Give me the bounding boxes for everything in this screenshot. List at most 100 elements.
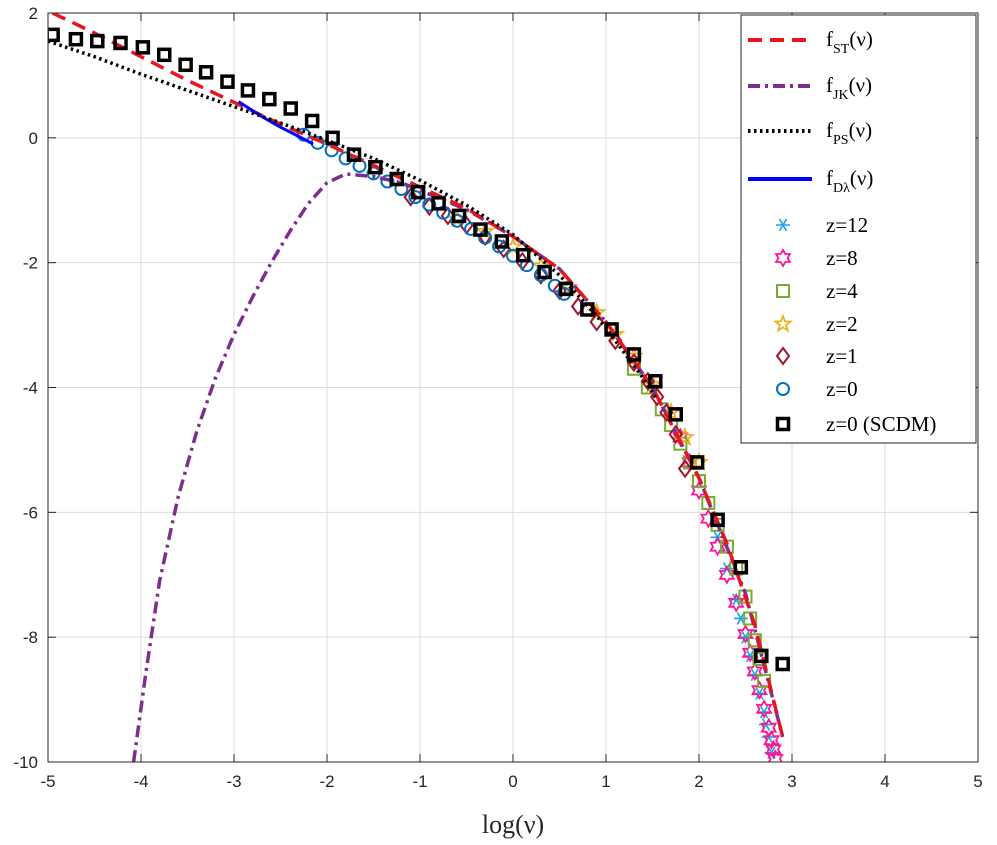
data-point [220, 74, 235, 89]
data-point [689, 455, 705, 470]
data-point [473, 222, 488, 237]
data-point [743, 611, 758, 626]
legend-entry[interactable]: z=4 [776, 279, 858, 303]
legend[interactable]: fST(ν) fJK(ν) fPS(ν) fDλ(ν) z=12 z=8 z=4 z=2 z=1… [740, 14, 977, 444]
legend-label: z=4 [826, 279, 858, 303]
series-f-st- [51, 13, 785, 738]
legend-label: z=8 [826, 246, 858, 270]
legend-entry[interactable]: z=0 (SCDM) [775, 412, 937, 436]
x-tick-label: 5 [973, 772, 982, 791]
y-tick-label: -4 [23, 379, 38, 398]
data-point [668, 424, 683, 444]
data-point [537, 264, 552, 280]
x-tick-label: -4 [133, 772, 148, 791]
data-point [304, 113, 320, 129]
x-tick-label: 3 [787, 772, 796, 791]
data-point [325, 130, 340, 146]
data-point [766, 749, 784, 762]
data-point [389, 171, 404, 187]
x-tick-label: 0 [508, 772, 517, 791]
data-point [262, 91, 277, 107]
data-point [368, 159, 383, 175]
legend-entry[interactable]: z=0 [776, 377, 858, 401]
y-tick-label: -2 [23, 254, 38, 273]
x-tick-label: 4 [880, 772, 889, 791]
y-tick-label: -8 [23, 628, 38, 647]
legend-marker [774, 248, 792, 268]
data-point [178, 57, 193, 73]
data-point [533, 268, 548, 283]
series-line [51, 13, 785, 738]
data-point [68, 31, 84, 47]
data-point [198, 65, 214, 80]
legend-entry[interactable]: fPS(ν) [748, 118, 872, 148]
legend-entry[interactable]: z=1 [775, 344, 858, 368]
data-point [580, 302, 595, 317]
data-point [677, 458, 693, 479]
data-point [240, 83, 256, 98]
data-point [763, 730, 781, 751]
data-point [464, 221, 479, 236]
x-axis-label: log(ν) [482, 810, 544, 839]
legend-entry[interactable]: z=12 [776, 213, 868, 237]
data-point [283, 101, 298, 116]
data-point [515, 247, 531, 263]
legend-label: z=12 [826, 213, 868, 237]
data-point [113, 35, 128, 51]
x-tick-label: -2 [319, 772, 334, 791]
legend-entry[interactable]: fJK(ν) [748, 73, 872, 103]
series-line [237, 100, 314, 146]
legend-entry[interactable]: fDλ(ν) [748, 166, 873, 196]
legend-label: fPS(ν) [826, 118, 872, 148]
data-point [775, 656, 790, 672]
data-point [709, 536, 727, 557]
data-point [626, 347, 642, 362]
data-point [494, 234, 510, 249]
legend-marker [775, 416, 791, 432]
legend-entry[interactable]: fST(ν) [748, 27, 873, 57]
legend-label: fJK(ν) [826, 73, 872, 103]
series-line [131, 172, 785, 762]
data-point [403, 187, 418, 207]
legend-label: fDλ(ν) [826, 166, 873, 196]
data-point [135, 40, 151, 55]
data-point [338, 151, 353, 166]
data-point [558, 281, 574, 297]
legend-label: z=2 [826, 312, 858, 336]
tick-labels: -5 -4 -3 -2 -1 0 1 2 3 4 520-2-4-6-8-10 [13, 4, 982, 791]
data-point [431, 196, 446, 211]
data-point [422, 197, 437, 212]
legend-marker [776, 382, 790, 396]
x-tick-label: -1 [412, 772, 427, 791]
series-f-d- [237, 100, 314, 146]
data-point [90, 33, 105, 49]
data-point [640, 371, 656, 391]
data-point [710, 512, 725, 528]
data-point [48, 27, 60, 43]
data-point [737, 624, 754, 644]
data-point [380, 174, 395, 189]
data-point [648, 374, 663, 389]
data-point [649, 387, 665, 407]
x-tick-label: -5 [40, 772, 55, 791]
data-point [604, 322, 619, 337]
data-point [755, 699, 773, 719]
data-point [727, 592, 745, 613]
legend-label: z=0 (SCDM) [826, 412, 936, 436]
data-point [346, 147, 362, 162]
legend-label: z=1 [826, 344, 858, 368]
legend-marker [775, 346, 791, 366]
y-tick-label: 2 [29, 4, 38, 23]
x-tick-label: -3 [226, 772, 241, 791]
data-point [157, 47, 172, 63]
y-tick-label: -10 [13, 753, 38, 772]
data-point [733, 560, 749, 575]
legend-label: fST(ν) [826, 27, 873, 57]
legend-marker [776, 284, 790, 298]
series-z-0-scdm- [48, 27, 790, 672]
legend-entry[interactable]: z=2 [772, 312, 858, 336]
legend-marker [772, 313, 794, 333]
legend-entry[interactable]: z=8 [774, 246, 858, 270]
y-tick-label: -6 [23, 503, 38, 522]
